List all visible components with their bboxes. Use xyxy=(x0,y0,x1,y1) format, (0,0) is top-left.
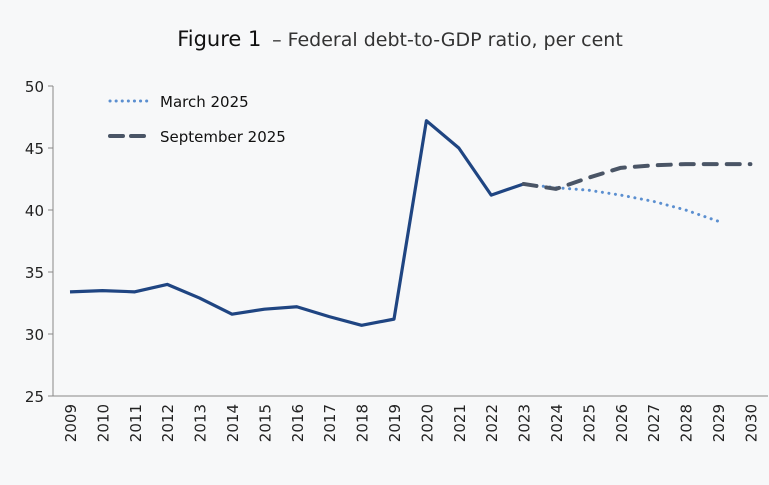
x-tick-label: 2026 xyxy=(613,404,631,442)
title-prefix: Figure 1 xyxy=(177,27,261,51)
x-tick-label: 2029 xyxy=(710,404,728,442)
y-tick-label: 50 xyxy=(25,78,44,96)
y-tick-label: 40 xyxy=(25,202,44,220)
y-tick-label: 25 xyxy=(25,388,44,406)
series-actual xyxy=(69,119,525,327)
legend: March 2025 September 2025 xyxy=(108,93,286,146)
x-tick-label: 2030 xyxy=(742,404,760,442)
x-tick-label: 2020 xyxy=(418,404,436,442)
x-tick-label: 2022 xyxy=(483,404,501,442)
x-tick-label: 2019 xyxy=(386,404,404,442)
x-tick-label: 2016 xyxy=(289,404,307,442)
x-tick-label: 2027 xyxy=(645,404,663,442)
chart-title: Figure 1 – Federal debt-to-GDP ratio, pe… xyxy=(177,27,623,51)
x-tick-label: 2028 xyxy=(678,404,696,442)
x-tick-label: 2014 xyxy=(224,404,242,442)
x-tick-label: 2011 xyxy=(127,404,145,442)
x-tick-label: 2018 xyxy=(354,404,372,442)
y-tick-label: 35 xyxy=(25,264,44,282)
x-tick-label: 2025 xyxy=(580,404,598,442)
y-tick-label: 30 xyxy=(25,326,44,344)
x-tick-label: 2021 xyxy=(451,404,469,442)
y-tick-label: 45 xyxy=(25,140,44,158)
series-september-2025 xyxy=(521,162,753,191)
x-tick-label: 2024 xyxy=(548,404,566,442)
x-tick-label: 2015 xyxy=(256,404,274,442)
x-tick-label: 2009 xyxy=(62,404,80,442)
title-text: – Federal debt-to-GDP ratio, per cent xyxy=(272,29,623,51)
legend-label-march: March 2025 xyxy=(160,93,249,111)
x-tick-label: 2013 xyxy=(192,404,210,442)
x-tick-label: 2017 xyxy=(321,404,339,442)
legend-label-september: September 2025 xyxy=(160,128,286,146)
x-tick-label: 2012 xyxy=(159,404,177,442)
x-tick-label: 2023 xyxy=(516,404,534,442)
x-tick-label: 2010 xyxy=(94,404,112,442)
